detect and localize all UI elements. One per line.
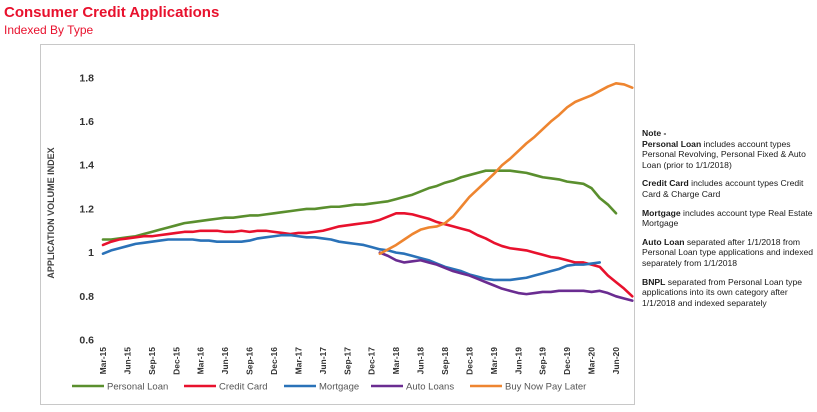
x-tick-label: Mar-19	[489, 347, 499, 375]
legend-label: Mortgage	[319, 382, 359, 393]
note-item: Auto Loan separated after 1/1/2018 from …	[642, 237, 814, 269]
x-tick-label: Mar-16	[196, 347, 206, 375]
note-item: BNPL separated from Personal Loan type a…	[642, 277, 814, 309]
y-tick-label: 1	[88, 247, 94, 259]
x-tick-label: Mar-18	[391, 347, 401, 375]
note-item-text: separated after 1/1/2018 from Personal L…	[642, 236, 814, 268]
legend-label: Buy Now Pay Later	[505, 382, 586, 393]
x-tick-label: Dec-17	[367, 347, 377, 375]
y-tick-label: 1.6	[79, 116, 94, 128]
series-line-mortgage	[101, 233, 602, 282]
note-item-term: Mortgage	[642, 207, 681, 218]
series-line-credit-card	[101, 211, 634, 298]
note-item-text: includes account type Real Estate Mortga…	[642, 207, 813, 229]
y-tick-label: 1.2	[79, 203, 94, 215]
plot-border	[40, 44, 635, 405]
x-tick-label: Dec-16	[269, 347, 279, 375]
series-line-auto-loans	[378, 251, 634, 302]
x-tick-label: Jun-19	[513, 347, 523, 375]
x-tick-label: Sep-18	[440, 347, 450, 375]
x-axis: Mar-15 Jun-15 Sep-15 Dec-15 Mar-16 Jun-16 Sep-…	[98, 347, 621, 375]
x-tick-label: Jun-15	[122, 347, 132, 375]
x-tick-label: Sep-17	[342, 347, 352, 375]
x-tick-label: Dec-15	[171, 347, 181, 375]
x-tick-label: Jun-16	[220, 347, 230, 375]
line-chart: 0.6 0.8 1 1.2 1.4 1.6 1.8 Mar-15 Jun-15 Sep-15 De…	[40, 44, 635, 405]
y-tick-label: 0.6	[79, 335, 94, 347]
note-item-term: Personal Loan	[642, 138, 702, 149]
note-item-text: includes account types Personal Revolvin…	[642, 138, 806, 170]
notes-list: Personal Loan includes account types Per…	[642, 139, 814, 309]
notes-title: Note -	[642, 128, 667, 138]
note-item-text: separated from Personal Loan type applic…	[642, 276, 803, 308]
x-tick-label: Sep-16	[245, 347, 255, 375]
notes-panel: Note - Personal Loan includes account ty…	[642, 128, 814, 316]
x-tick-label: Mar-15	[98, 347, 108, 375]
x-tick-label: Jun-18	[416, 347, 426, 375]
series-line-personal-loan	[101, 169, 618, 241]
x-tick-label: Mar-17	[293, 347, 303, 375]
legend-label: Personal Loan	[107, 382, 168, 393]
x-tick-label: Sep-19	[538, 347, 548, 375]
x-tick-label: Dec-19	[562, 347, 572, 375]
x-tick-label: Jun-20	[611, 347, 621, 375]
x-tick-label: Jun-17	[318, 347, 328, 375]
legend-label: Auto Loans	[406, 382, 454, 393]
note-item: Personal Loan includes account types Per…	[642, 139, 814, 171]
series-layer	[101, 82, 634, 302]
x-tick-label: Mar-20	[587, 347, 597, 375]
y-tick-label: 1.8	[79, 72, 94, 84]
note-item-term: Auto Loan	[642, 236, 685, 247]
note-item-text: includes account types Credit Card & Cha…	[642, 178, 804, 199]
series-line-buy-now-pay-later	[378, 82, 634, 256]
y-axis-label: APPLICATION VOLUME INDEX	[46, 147, 56, 278]
chart-subtitle: Indexed By Type	[4, 23, 94, 37]
note-item-term: BNPL	[642, 276, 666, 287]
note-item: Credit Card includes account types Credi…	[642, 178, 814, 199]
y-axis: 0.6 0.8 1 1.2 1.4 1.6 1.8	[79, 72, 94, 346]
legend: Personal Loan Credit Card Mortgage Auto Loa…	[72, 382, 586, 393]
y-tick-label: 1.4	[79, 160, 94, 172]
note-item: Mortgage includes account type Real Esta…	[642, 208, 814, 229]
x-tick-label: Dec-18	[464, 347, 474, 375]
legend-label: Credit Card	[219, 382, 268, 393]
y-tick-label: 0.8	[79, 291, 94, 303]
chart-title: Consumer Credit Applications	[4, 4, 220, 21]
note-item-term: Credit Card	[642, 178, 689, 189]
x-tick-label: Sep-15	[147, 347, 157, 375]
